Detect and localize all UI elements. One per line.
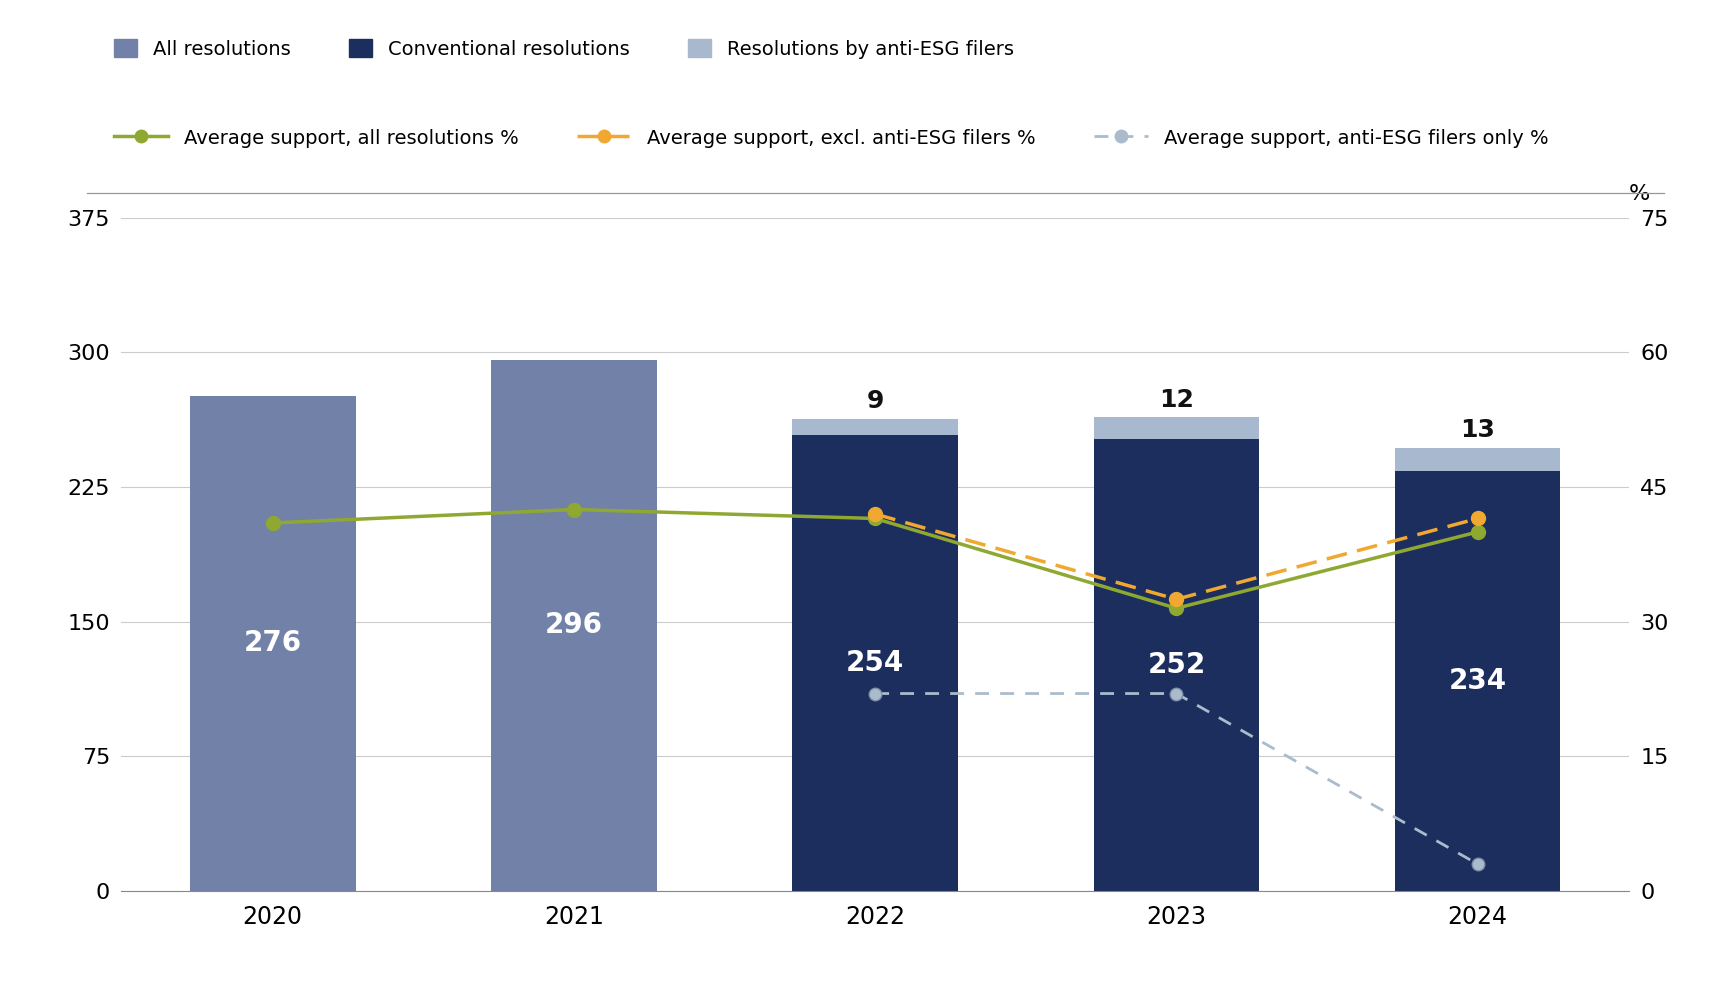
Bar [1394, 447, 1559, 471]
Bar [792, 419, 958, 435]
Text: 12: 12 [1159, 388, 1193, 412]
Text: 276: 276 [244, 630, 301, 657]
Bar [490, 359, 656, 891]
Bar [191, 396, 355, 891]
Bar [1394, 471, 1559, 891]
Bar [1093, 417, 1259, 439]
Legend: All resolutions, Conventional resolutions, Resolutions by anti-ESG filers: All resolutions, Conventional resolution… [114, 40, 1013, 58]
Text: %: % [1628, 184, 1649, 204]
Text: 234: 234 [1448, 667, 1505, 695]
Legend: Average support, all resolutions %, Average support, excl. anti-ESG filers %, Av: Average support, all resolutions %, Aver… [114, 129, 1547, 148]
Text: 252: 252 [1147, 650, 1205, 679]
Bar [792, 435, 958, 891]
Bar [1093, 439, 1259, 891]
Text: 9: 9 [866, 389, 883, 414]
Text: 296: 296 [544, 611, 603, 640]
Text: 13: 13 [1460, 418, 1495, 443]
Text: 254: 254 [845, 649, 904, 677]
